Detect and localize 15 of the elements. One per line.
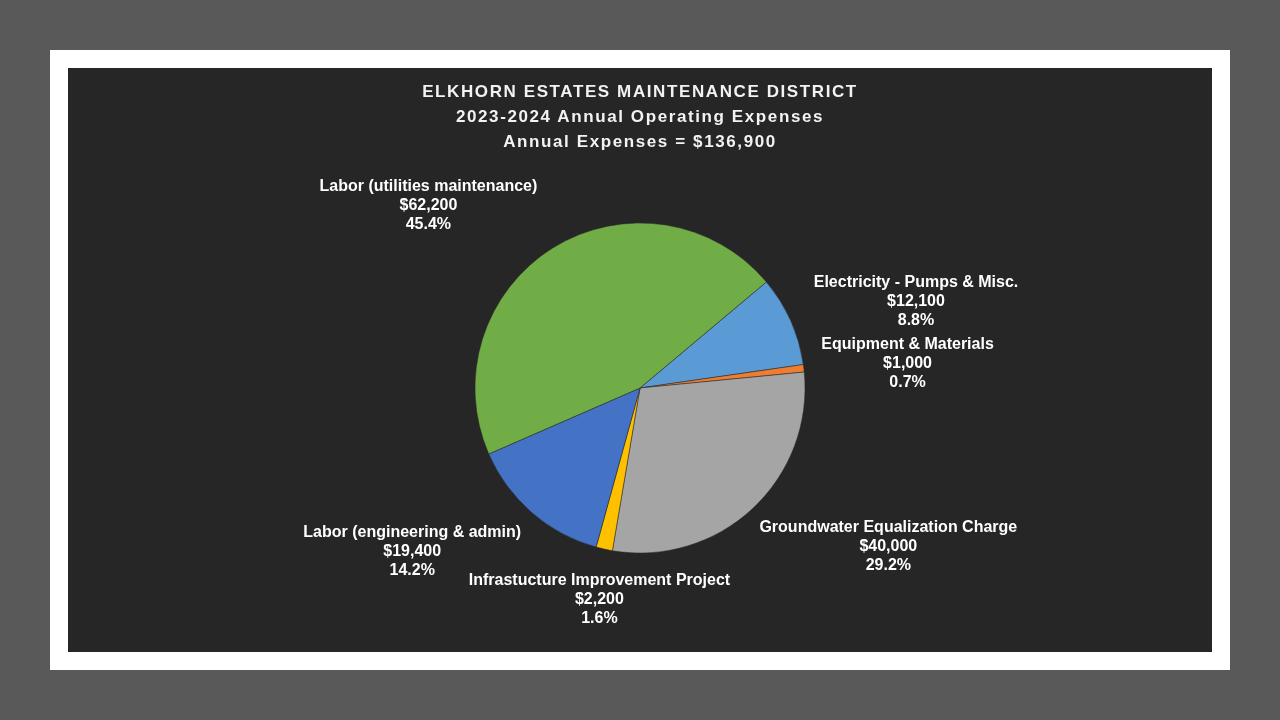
data-label: $40,000 29.2% xyxy=(859,537,918,574)
data-label: $12,100 8.8% xyxy=(887,291,946,328)
chart-title: ELKHORN ESTATES MAINTENANCE DISTRICT xyxy=(422,82,858,101)
slice-label: Groundwater Equalization Charge xyxy=(759,518,1018,536)
data-label: $62,200 45.4% xyxy=(399,196,458,233)
slice-label: Labor (engineering & admin) xyxy=(303,523,522,541)
slice-label: Labor (utilities maintenance) xyxy=(319,177,538,195)
slice-label: Electricity - Pumps & Misc. xyxy=(813,272,1019,290)
data-label: $2,200 1.6% xyxy=(574,589,625,626)
text: Annual Expenses = $136,900 xyxy=(503,132,777,151)
data-label: $19,400 14.2% xyxy=(383,542,442,579)
slice-label: Equipment & Materials xyxy=(821,334,994,352)
chart-subtitle: 2023-2024 Annual Operating Expenses xyxy=(455,107,825,126)
data-label: $1,000 0.7% xyxy=(883,353,933,390)
slice-label: Infrastucture Improvement Project xyxy=(468,570,731,588)
